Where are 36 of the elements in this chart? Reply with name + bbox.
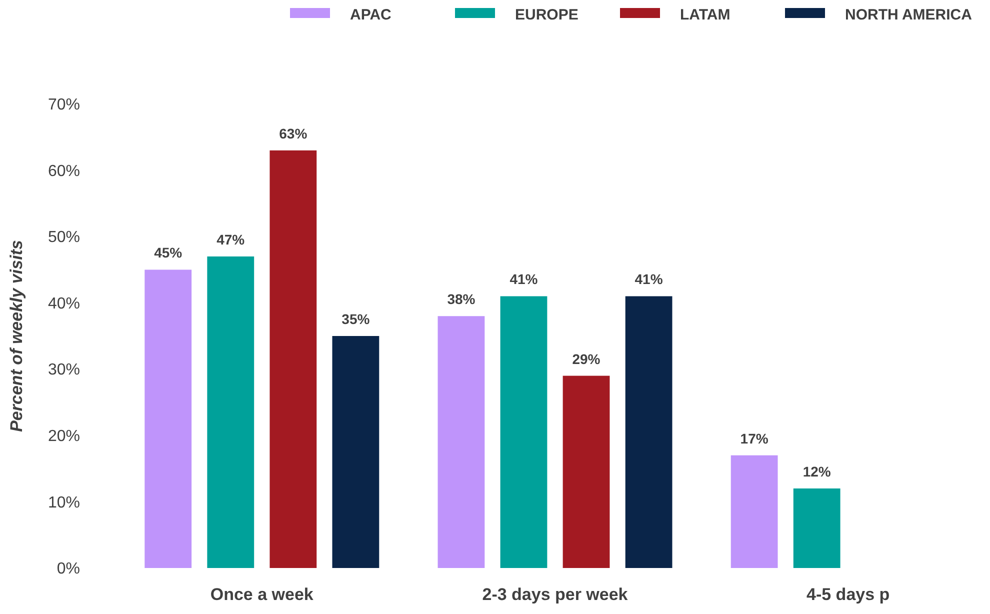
y-tick-label: 0% [56,560,80,578]
x-tick-label: 4-5 days p [806,585,890,604]
data-label: 35% [342,311,370,327]
y-tick-label: 20% [48,428,80,446]
y-tick-label: 60% [48,162,80,180]
data-label: 41% [510,271,538,288]
legend-label: NORTH AMERICA [845,6,972,24]
x-tick-label: Once a week [210,585,314,604]
bar [625,296,672,568]
legend-label: LATAM [680,6,730,24]
data-label: 29% [572,350,601,367]
data-label: 38% [447,291,476,308]
data-label: 41% [634,271,664,288]
bar [207,256,254,568]
y-tick-label: 10% [48,494,80,512]
bar [438,316,485,568]
data-label: 63% [279,125,308,142]
y-tick-label: 50% [48,229,80,246]
bar [144,270,192,568]
y-tick-label: 70% [48,96,80,114]
data-label: 17% [740,430,769,446]
x-tick-label: 2-3 days per week [482,585,628,604]
bar [332,336,380,568]
bar [793,488,840,568]
legend-label: APAC [350,6,392,24]
y-tick-label: 40% [48,295,80,312]
bar [500,296,548,568]
legend-label: EUROPE [515,6,578,24]
data-label: 12% [802,463,832,480]
bar [562,376,610,568]
y-axis-title: Percent of weekly visits [7,240,26,432]
y-tick-label: 30% [48,362,80,379]
data-label: 47% [216,231,246,248]
bar [270,150,317,568]
bar [730,455,778,568]
data-label: 45% [154,244,183,261]
